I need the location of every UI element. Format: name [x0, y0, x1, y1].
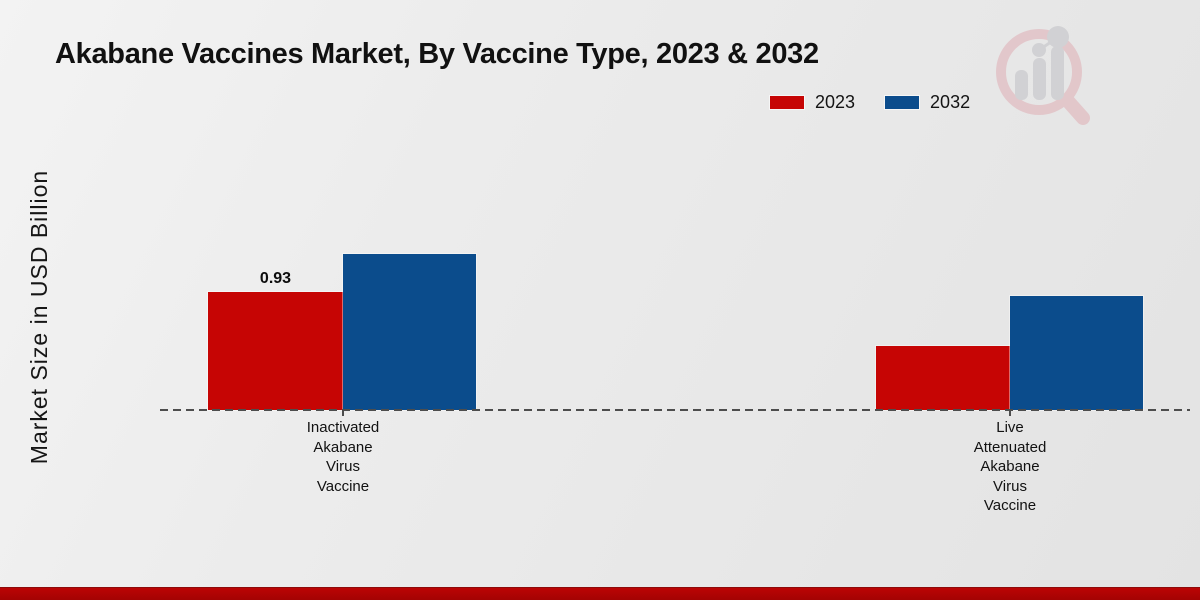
legend-label-2023: 2023: [815, 92, 856, 112]
bar-live-attenuated-2023: [876, 346, 1010, 410]
x-axis-tick-inactivated: [342, 411, 344, 416]
x-axis-label-line: Live: [996, 419, 1024, 436]
legend-swatch-2032: [885, 96, 920, 109]
bar-live-attenuated-2032: [1010, 296, 1143, 410]
legend-label-2032: 2032: [930, 92, 971, 112]
legend-swatch-2023: [770, 96, 804, 109]
x-axis-label-line: Inactivated: [306, 419, 380, 436]
x-axis-label-line: Vaccine: [316, 477, 370, 495]
footer-red-bar: [0, 587, 1200, 600]
legend: 2023 2032: [770, 92, 970, 113]
x-axis-label-line: Virus: [326, 458, 360, 475]
x-axis-label-line: Virus: [993, 477, 1027, 495]
legend-item-2023: 2023: [770, 92, 855, 113]
x-axis-label-line: Vaccine: [983, 497, 1037, 514]
x-axis-label-line: Akabane: [313, 438, 373, 456]
chart-title: Akabane Vaccines Market, By Vaccine Type…: [55, 38, 819, 70]
bar-inactivated-2023: [208, 292, 343, 410]
x-axis-label-inactivated: Inactivated Akabane Virus Vaccine: [258, 418, 428, 496]
legend-item-2032: 2032: [885, 92, 970, 113]
x-axis-label-line: Attenuated: [973, 438, 1047, 456]
x-axis-label-live-attenuated: Live Attenuated Akabane Virus Vaccine: [925, 418, 1095, 516]
magnifier-chart-logo-icon: [996, 26, 1090, 125]
x-axis-tick-live-attenuated: [1009, 411, 1011, 416]
x-axis-dashed-baseline: [160, 409, 1190, 411]
bar-value-label-inactivated-2023: 0.93: [259, 269, 292, 287]
x-axis-label-line: Akabane: [980, 458, 1040, 475]
bar-inactivated-2032: [343, 254, 476, 410]
